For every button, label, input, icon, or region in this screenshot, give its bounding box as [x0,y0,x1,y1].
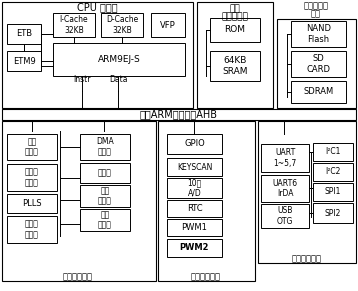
Text: PLLS: PLLS [22,199,42,208]
Bar [258,121,356,263]
Text: 多层ARM高速总线AHB: 多层ARM高速总线AHB [140,109,218,119]
Bar [7,194,57,213]
Bar [313,203,353,223]
Bar [2,2,193,108]
Bar [101,13,143,37]
Bar [291,51,346,77]
Text: 接口: 接口 [311,10,321,19]
Text: PWM2: PWM2 [180,244,209,253]
Text: CPU 子系统: CPU 子系统 [77,2,117,12]
Text: GPIO: GPIO [184,139,205,148]
Bar [313,163,353,181]
Text: ROM: ROM [224,26,246,35]
Bar [80,185,130,207]
Text: I²C1: I²C1 [325,148,341,157]
Text: Data: Data [109,75,127,84]
Text: 高速
定时器: 高速 定时器 [98,186,112,206]
Text: 外部存储器: 外部存储器 [304,1,329,10]
Bar [80,209,130,231]
Text: 外用通信模块: 外用通信模块 [292,255,322,263]
Text: SPI2: SPI2 [325,208,341,217]
Text: ETM9: ETM9 [13,56,35,65]
Bar [2,109,356,120]
Bar [2,121,156,281]
Text: VFP: VFP [160,20,176,29]
Bar [167,158,222,176]
Bar [291,21,346,47]
Text: USB
OTG: USB OTG [277,206,293,226]
Bar [313,183,353,201]
Text: 中断
控制器: 中断 控制器 [25,137,39,157]
Bar [197,2,273,108]
Text: ARM9EJ-S: ARM9EJ-S [98,55,140,64]
Bar [7,51,41,71]
Text: SD
CARD: SD CARD [306,54,330,74]
Bar [167,200,222,217]
Bar [291,81,346,103]
Bar [210,51,260,81]
Text: 片上: 片上 [229,4,240,13]
Text: I-Cache
32KB: I-Cache 32KB [60,15,88,35]
Text: RTC: RTC [187,204,202,213]
Bar [277,19,356,108]
Bar [158,121,255,281]
Text: 毫秒
定时器: 毫秒 定时器 [98,210,112,230]
Bar [167,178,222,198]
Text: SPI1: SPI1 [325,187,341,196]
Bar [167,134,222,154]
Bar [151,13,185,37]
Text: 64KB
SRAM: 64KB SRAM [222,56,248,76]
Bar [261,204,309,228]
Text: PWM1: PWM1 [182,223,207,232]
Text: 其他外围模块: 其他外围模块 [191,272,221,281]
Bar [53,43,185,76]
Text: 存储器模块: 存储器模块 [222,13,248,22]
Text: Instr: Instr [73,75,91,84]
Text: UART
1~5,7: UART 1~5,7 [274,148,297,168]
Text: 看门狗: 看门狗 [98,168,112,178]
Text: NAND
Flash: NAND Flash [306,24,331,44]
Bar [261,175,309,202]
Bar [7,134,57,160]
Text: UART6
IrDA: UART6 IrDA [272,179,297,198]
Text: DMA
控制器: DMA 控制器 [96,137,114,157]
Bar [7,216,57,243]
Bar [210,18,260,42]
Bar [80,134,130,160]
Bar [53,13,95,37]
Text: KEYSCAN: KEYSCAN [177,162,212,171]
Bar [7,24,41,44]
Bar [167,239,222,257]
Text: I²C2: I²C2 [325,168,341,177]
Text: 10位
A/D: 10位 A/D [187,178,202,198]
Text: 系统功能模块: 系统功能模块 [63,272,93,281]
Text: D-Cache
32KB: D-Cache 32KB [106,15,138,35]
Bar [313,143,353,161]
Bar [80,163,130,183]
Text: ETB: ETB [16,29,32,38]
Text: SDRAM: SDRAM [303,88,334,97]
Text: 系统控
制模块: 系统控 制模块 [25,168,39,187]
Text: 电源控
制模块: 电源控 制模块 [25,220,39,239]
Bar [261,144,309,172]
Bar [7,164,57,191]
Bar [167,219,222,236]
